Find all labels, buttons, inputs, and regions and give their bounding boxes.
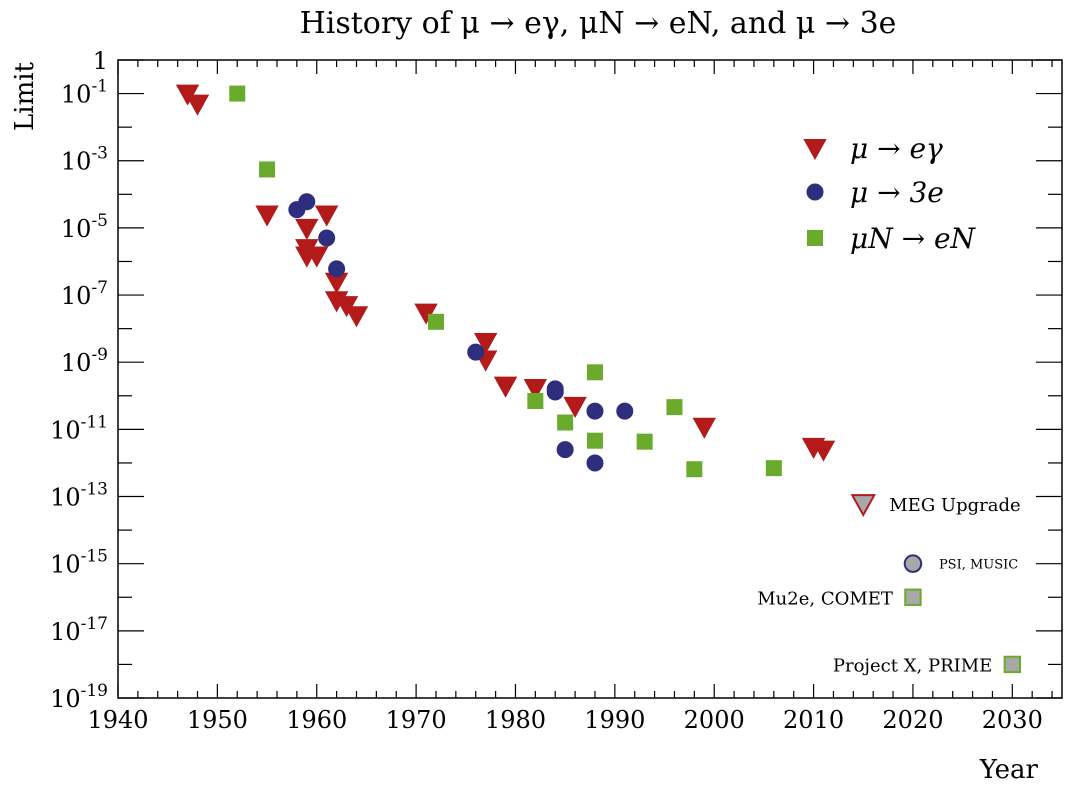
data-points bbox=[175, 84, 836, 478]
projection-marker bbox=[903, 554, 923, 573]
x-tick-label: 1960 bbox=[286, 706, 347, 734]
legend-label: μN → eN bbox=[850, 222, 977, 255]
mu-n-en-point bbox=[427, 313, 444, 330]
y-tick-label: 10-3 bbox=[61, 144, 108, 176]
x-tick-label: 2010 bbox=[783, 706, 844, 734]
x-tick-label: 2030 bbox=[982, 706, 1043, 734]
y-tick-label: 1 bbox=[93, 47, 108, 75]
y-tick-label: 10-5 bbox=[61, 211, 108, 243]
mu-3e-point bbox=[586, 454, 604, 472]
mu-3e-point bbox=[556, 441, 574, 459]
projection-marker bbox=[850, 494, 876, 518]
projection-marker bbox=[1003, 655, 1022, 674]
mu-3e-point bbox=[616, 402, 634, 420]
legend: μ → eγ μ → 3e μN → eN bbox=[803, 132, 977, 255]
projection-label: MEG Upgrade bbox=[889, 495, 1020, 516]
legend-label: μ → eγ bbox=[850, 132, 943, 165]
x-tick-label: 2020 bbox=[882, 706, 943, 734]
mu-3e-point bbox=[467, 343, 485, 361]
mu-n-en-point bbox=[557, 414, 574, 431]
mu-3e-point bbox=[328, 260, 346, 278]
mu-n-en-point bbox=[636, 433, 653, 450]
y-axis-label: Limit bbox=[10, 61, 40, 131]
mu-e-gamma-point bbox=[811, 440, 836, 462]
mu-3e-point bbox=[546, 383, 564, 401]
mu-n-en-point bbox=[586, 432, 603, 449]
plot-frame bbox=[117, 59, 1063, 699]
x-tick-label: 1950 bbox=[187, 706, 248, 734]
mu-e-gamma-point bbox=[473, 332, 498, 355]
y-tick-label: 10-9 bbox=[61, 345, 108, 377]
mu-e-gamma-point bbox=[334, 296, 359, 318]
mu-n-en-point bbox=[229, 85, 246, 102]
x-tick-label: 1980 bbox=[485, 706, 546, 734]
mu-e-gamma-point bbox=[175, 84, 200, 106]
mu-e-gamma-point bbox=[314, 205, 339, 227]
x-tick-labels: 1940 1950 1960 1970 1980 1990 2000 2010 2020 2030 bbox=[87, 706, 1042, 734]
x-axis-label: Year bbox=[979, 755, 1039, 785]
y-tick-label: 10-15 bbox=[50, 547, 108, 579]
mu-e-gamma-point bbox=[493, 376, 518, 398]
mu-e-gamma-point bbox=[295, 218, 319, 240]
legend-marker bbox=[806, 183, 824, 201]
y-tick-label: 10-19 bbox=[50, 681, 108, 713]
mu-e-gamma-point bbox=[185, 94, 210, 116]
mu-e-gamma-point bbox=[344, 306, 369, 328]
mu-n-en-point bbox=[259, 161, 276, 178]
mu-e-gamma-point bbox=[414, 303, 438, 325]
x-tick-label: 1990 bbox=[584, 706, 645, 734]
legend-marker bbox=[807, 230, 823, 246]
projection-label: Mu2e, COMET bbox=[757, 588, 893, 609]
x-tick-label: 1970 bbox=[386, 706, 447, 734]
projection-label: PSI, MUSIC bbox=[939, 558, 1018, 573]
axis-ticks bbox=[117, 59, 1062, 699]
x-tick-label: 1940 bbox=[87, 706, 148, 734]
mu-e-gamma-point bbox=[523, 379, 548, 401]
y-tick-label: 10-13 bbox=[50, 480, 108, 512]
mu-n-en-point bbox=[527, 392, 544, 409]
mu-n-en-point bbox=[686, 461, 703, 478]
y-tick-label: 10-1 bbox=[61, 77, 108, 109]
mu-n-en-point bbox=[586, 364, 603, 381]
y-tick-label: 10-17 bbox=[50, 614, 108, 646]
chart-title: History of μ → eγ, μN → eN, and μ → 3e bbox=[300, 6, 897, 41]
mu-3e-point bbox=[318, 229, 336, 247]
mu-n-en-point bbox=[666, 399, 683, 416]
mu-3e-point bbox=[298, 193, 316, 211]
legend-marker bbox=[803, 139, 827, 161]
mu-n-en-point bbox=[765, 460, 782, 477]
projection-label: Project X, PRIME bbox=[833, 655, 992, 676]
mu-e-gamma-point bbox=[255, 205, 279, 227]
future-projections: MEG Upgrade PSI, MUSIC Mu2e, COMET Project … bbox=[757, 494, 1022, 676]
mu-e-gamma-point bbox=[563, 396, 587, 418]
mu-e-gamma-point bbox=[305, 246, 329, 268]
mu-3e-point bbox=[586, 402, 604, 420]
y-tick-labels: 10-19 10-17 10-15 10-13 10-11 10-9 10-7 10-5 10-… bbox=[50, 47, 108, 713]
x-tick-label: 2000 bbox=[684, 706, 745, 734]
y-tick-label: 10-7 bbox=[61, 278, 108, 310]
legend-label: μ → 3e bbox=[850, 176, 944, 209]
projection-marker bbox=[904, 588, 922, 606]
y-tick-label: 10-11 bbox=[50, 412, 108, 444]
mu-e-gamma-point bbox=[692, 417, 716, 439]
